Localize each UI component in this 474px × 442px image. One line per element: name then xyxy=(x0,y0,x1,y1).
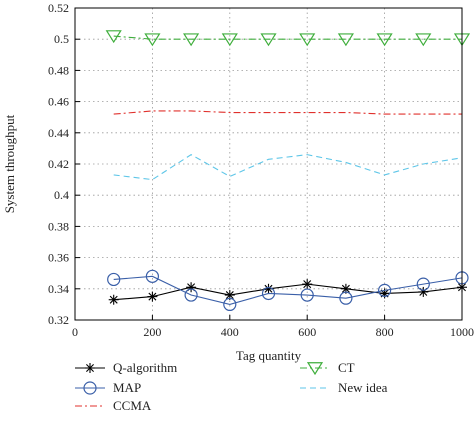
data-point xyxy=(223,297,237,311)
data-point xyxy=(378,283,392,297)
legend-label: CT xyxy=(338,360,355,375)
data-point xyxy=(416,277,430,291)
y-tick-label: 0.36 xyxy=(48,251,69,265)
legend-item: CCMA xyxy=(75,398,152,413)
data-point xyxy=(147,291,158,302)
y-tick-label: 0.48 xyxy=(48,63,69,77)
y-tick-label: 0.32 xyxy=(48,313,69,327)
y-tick-label: 0.46 xyxy=(48,95,69,109)
x-tick-label: 0 xyxy=(72,325,78,339)
data-point xyxy=(221,33,238,47)
series-q-algorithm xyxy=(108,279,467,305)
data-point xyxy=(337,33,354,47)
series-ct xyxy=(105,30,471,47)
y-tick-label: 0.4 xyxy=(54,188,69,202)
data-point xyxy=(299,33,316,47)
y-tick-label: 0.42 xyxy=(48,157,69,171)
data-point xyxy=(339,291,353,305)
axis-ticks: 0 200 400 600 800 1000 0.32 0.34 0.36 0.38 0.4 0.42… xyxy=(48,1,474,339)
x-tick-label: 800 xyxy=(376,325,394,339)
series-line xyxy=(113,110,462,115)
data-point xyxy=(145,269,159,283)
legend-marker xyxy=(306,362,324,376)
series-ccma xyxy=(113,110,462,115)
data-point xyxy=(108,294,119,305)
legend-marker xyxy=(85,363,95,373)
legend-label: New idea xyxy=(338,380,388,395)
legend-item: New idea xyxy=(300,380,388,395)
data-point xyxy=(300,288,314,302)
x-axis-title: Tag quantity xyxy=(236,348,302,363)
legend-item: CT xyxy=(300,360,355,376)
data-point xyxy=(107,272,121,287)
x-tick-label: 400 xyxy=(221,325,239,339)
legend-item: MAP xyxy=(75,380,141,395)
series-line xyxy=(113,35,462,40)
y-tick-label: 0.34 xyxy=(48,282,69,296)
y-tick-label: 0.44 xyxy=(48,126,69,140)
legend-marker xyxy=(83,381,97,395)
data-point xyxy=(261,286,276,301)
grid xyxy=(75,8,462,320)
series-line xyxy=(113,283,463,301)
data-point xyxy=(184,288,198,302)
series-map xyxy=(107,269,469,311)
x-tick-label: 200 xyxy=(143,325,161,339)
data-point xyxy=(376,33,393,47)
y-tick-label: 0.52 xyxy=(48,1,69,15)
data-point xyxy=(260,33,277,47)
legend-item: Q-algorithm xyxy=(75,360,177,375)
legend: Q-algorithm MAP CCMA CT New idea xyxy=(75,360,388,413)
x-tick-label: 1000 xyxy=(450,325,474,339)
data-point xyxy=(144,33,161,47)
data-point xyxy=(183,33,200,47)
series-new-idea xyxy=(113,153,463,181)
y-tick-label: 0.38 xyxy=(48,219,69,233)
series-line xyxy=(113,153,463,181)
y-axis-title: System throughput xyxy=(2,114,17,213)
data-point xyxy=(105,30,122,44)
data-point xyxy=(302,279,313,290)
series-line xyxy=(113,275,463,305)
plot-series xyxy=(105,30,471,311)
data-point xyxy=(415,33,432,47)
y-tick-label: 0.5 xyxy=(54,32,69,46)
legend-label: Q-algorithm xyxy=(113,360,177,375)
legend-label: CCMA xyxy=(113,398,152,413)
legend-label: MAP xyxy=(113,380,141,395)
x-tick-label: 600 xyxy=(298,325,316,339)
